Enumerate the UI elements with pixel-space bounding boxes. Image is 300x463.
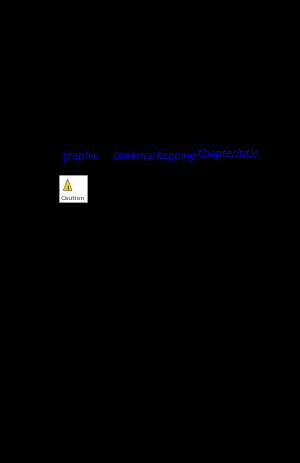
- Text: graphic: graphic: [63, 151, 99, 161]
- Text: !: !: [66, 186, 69, 190]
- Text: Caution: Caution: [61, 195, 85, 200]
- FancyBboxPatch shape: [58, 176, 87, 202]
- Text: bookmarkepping: bookmarkepping: [113, 151, 196, 161]
- Text: Chapter/title: Chapter/title: [197, 149, 259, 159]
- Polygon shape: [63, 180, 72, 191]
